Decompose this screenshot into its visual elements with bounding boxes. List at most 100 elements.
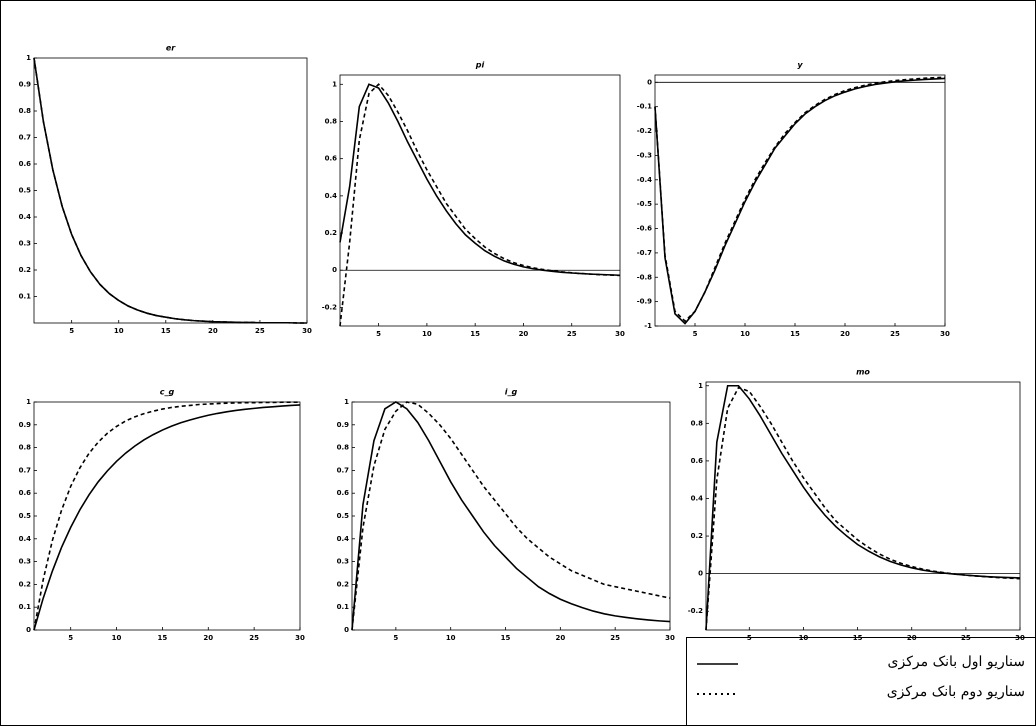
x-tick-label: 20 [519, 330, 529, 338]
y-tick-label: 0.6 [691, 457, 704, 465]
y-tick-label: 0.4 [19, 535, 32, 543]
y-tick-label: 0.7 [337, 466, 350, 474]
series-line [33, 404, 301, 631]
y-tick-label: 0.4 [691, 494, 704, 502]
y-tick-label: 0.3 [19, 558, 32, 566]
x-tick-label: 25 [249, 634, 259, 642]
x-tick-label: 30 [1015, 634, 1025, 642]
panel-title: c_g [160, 388, 175, 397]
y-tick-label: 1 [344, 398, 349, 406]
x-tick-label: 5 [69, 327, 74, 335]
series-line [654, 76, 946, 323]
series-line [351, 401, 671, 631]
x-tick-label: 30 [665, 634, 675, 642]
y-tick-label: 0.1 [19, 603, 32, 611]
series-line [705, 384, 1021, 631]
y-tick-label: 0.2 [691, 532, 704, 540]
y-tick-label: 0.3 [337, 558, 350, 566]
y-tick-label: 0.8 [325, 117, 338, 125]
x-tick-label: 15 [501, 634, 511, 642]
x-tick-label: 5 [376, 330, 381, 338]
y-tick-label: -0.8 [637, 273, 652, 281]
y-tick-label: -0.9 [637, 298, 652, 306]
x-tick-label: 25 [890, 330, 900, 338]
y-tick-label: 1 [698, 382, 703, 390]
x-tick-label: 15 [790, 330, 800, 338]
y-tick-label: 0.2 [19, 580, 32, 588]
series-line [339, 83, 621, 277]
y-tick-label: 0 [332, 266, 337, 274]
x-tick-label: 10 [799, 634, 809, 642]
y-tick-label: -1 [644, 322, 652, 330]
y-tick-label: 0.6 [325, 155, 338, 163]
y-tick-label: 0.2 [19, 266, 32, 274]
y-tick-label: 0.9 [19, 421, 32, 429]
y-tick-label: -0.1 [637, 103, 652, 111]
plot-frame [654, 74, 946, 327]
legend-box [686, 637, 1036, 726]
y-tick-label: 0.1 [19, 293, 32, 301]
y-tick-label: 0.8 [337, 444, 350, 452]
series-line [351, 401, 671, 631]
y-tick-label: -0.4 [637, 176, 652, 184]
series-line [33, 57, 307, 324]
y-tick-label: 0.5 [19, 512, 32, 520]
series-line [339, 83, 621, 327]
y-tick-label: 1 [26, 54, 31, 62]
y-tick-label: -0.7 [637, 249, 652, 257]
x-tick-label: 20 [840, 330, 850, 338]
x-tick-label: 20 [203, 634, 213, 642]
y-tick-label: -0.3 [637, 151, 652, 159]
x-tick-label: 15 [158, 634, 168, 642]
x-tick-label: 5 [747, 634, 752, 642]
x-tick-label: 10 [446, 634, 456, 642]
y-tick-label: 0.6 [19, 160, 32, 168]
y-tick-label: 0.7 [19, 466, 32, 474]
x-tick-label: 30 [295, 634, 305, 642]
y-tick-label: 0.7 [19, 134, 32, 142]
y-tick-label: 0.9 [19, 81, 32, 89]
x-tick-label: 25 [567, 330, 577, 338]
y-tick-label: 1 [26, 398, 31, 406]
y-tick-label: -0.5 [637, 200, 652, 208]
y-tick-label: 0.5 [337, 512, 350, 520]
y-tick-label: 0.5 [19, 187, 32, 195]
x-tick-label: 10 [114, 327, 124, 335]
y-tick-label: 1 [332, 80, 337, 88]
y-tick-label: -0.6 [637, 225, 652, 233]
y-tick-label: -0.2 [688, 607, 703, 615]
y-tick-label: 0 [698, 570, 703, 578]
plot-frame [339, 74, 621, 327]
x-tick-label: 10 [112, 634, 122, 642]
x-tick-label: 10 [740, 330, 750, 338]
y-tick-label: 0.4 [19, 213, 32, 221]
y-tick-label: 0 [647, 78, 652, 86]
y-tick-label: 0.1 [337, 603, 350, 611]
legend-label: سناریو اول بانک مرکزی [888, 654, 1025, 670]
y-tick-label: 0.8 [19, 107, 32, 115]
x-tick-label: 25 [961, 634, 971, 642]
panel-title: pi [475, 61, 485, 70]
y-tick-label: -0.2 [322, 303, 337, 311]
y-tick-label: 0.9 [337, 421, 350, 429]
x-tick-label: 5 [693, 330, 698, 338]
x-tick-label: 20 [907, 634, 917, 642]
y-tick-label: 0.2 [325, 229, 338, 237]
y-tick-label: 0.3 [19, 240, 32, 248]
plot-frame [705, 381, 1021, 631]
panel-title: mo [856, 368, 870, 377]
y-tick-label: 0.8 [691, 419, 704, 427]
x-tick-label: 30 [940, 330, 950, 338]
panel-title: er [166, 44, 176, 53]
legend-label: سناریو دوم بانک مرکزی [887, 684, 1025, 700]
y-tick-label: 0 [344, 626, 349, 634]
x-tick-label: 20 [208, 327, 218, 335]
x-tick-label: 15 [161, 327, 171, 335]
panel-title: i_g [505, 388, 518, 397]
x-tick-label: 30 [302, 327, 312, 335]
panel-title: y [797, 61, 803, 70]
y-tick-label: 0.2 [337, 580, 350, 588]
y-tick-label: -0.2 [637, 127, 652, 135]
